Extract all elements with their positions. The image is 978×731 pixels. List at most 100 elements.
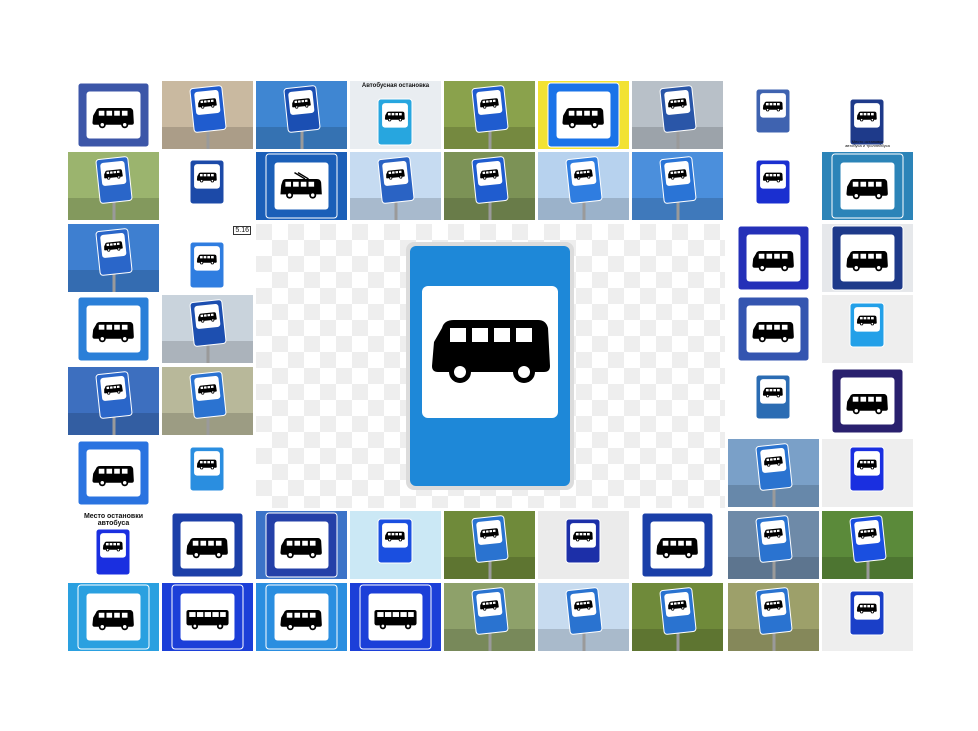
bus-stop-sign — [849, 446, 885, 492]
bus-icon — [752, 250, 794, 272]
bus-icon — [102, 541, 123, 552]
bus-stop-sign — [77, 584, 150, 650]
bus-stop-sign — [755, 159, 791, 205]
collage-tile-r7c5 — [538, 583, 629, 651]
bus-icon — [198, 384, 217, 395]
feature-bus-stop-sign — [256, 224, 725, 508]
bus-icon — [92, 321, 134, 343]
bus-icon — [846, 393, 888, 415]
bus-stop-sign — [189, 159, 225, 205]
bus-stop-sign — [565, 518, 601, 564]
bus-stop-sign — [471, 587, 509, 635]
collage-tile-r0c1 — [162, 81, 253, 149]
bus-icon — [196, 459, 217, 470]
collage-tile-r2c8 — [822, 224, 913, 292]
bus-icon — [668, 600, 687, 611]
bus-stop-sign — [737, 225, 810, 291]
bus-stop-sign — [265, 584, 338, 650]
bus-stop-sign — [755, 587, 793, 635]
bus-icon — [280, 609, 322, 631]
bus-stop-sign — [547, 82, 620, 148]
collage-tile-r3c0 — [68, 295, 159, 363]
collage-tile-r0c5 — [538, 81, 629, 149]
collage-tile-r0c0 — [68, 81, 159, 149]
bus-icon — [764, 528, 783, 539]
bus-icon — [384, 531, 405, 542]
collage-tile-r6c3 — [350, 511, 441, 579]
collage-tile-r6c5 — [538, 511, 629, 579]
bus-icon — [846, 250, 888, 272]
bus-stop-sign — [77, 82, 150, 148]
bus-icon — [846, 178, 888, 200]
bus-stop-sign — [171, 584, 244, 650]
bus-icon — [856, 459, 877, 470]
collage-tile-r6c2 — [256, 511, 347, 579]
bus-stop-sign — [849, 302, 885, 348]
collage-tile-r1c1 — [162, 152, 253, 220]
collage-tile-r2c1: 5.16 — [162, 224, 253, 292]
bus-icon — [856, 111, 877, 122]
bus-icon — [480, 528, 499, 539]
bus-icon — [480, 600, 499, 611]
collage-tile-r5c8 — [822, 439, 913, 507]
bus-stop-sign — [471, 515, 509, 563]
collage-tile-r7c4 — [444, 583, 535, 651]
collage-tile-r5c1 — [162, 439, 253, 507]
bus-icon — [858, 528, 877, 539]
bus-stop-sign — [95, 228, 133, 276]
bus-icon — [762, 387, 783, 398]
bus-icon — [104, 384, 123, 395]
bus-icon — [764, 600, 783, 611]
bus-stop-sign — [95, 371, 133, 419]
collage-tile-r6c1 — [162, 511, 253, 579]
collage-tile-r3c8 — [822, 295, 913, 363]
collage-tile-r6c7 — [728, 511, 819, 579]
collage-tile-r0c7 — [728, 81, 819, 149]
bus-icon — [574, 600, 593, 611]
bus-icon — [656, 537, 698, 559]
bus-stop-sign — [659, 156, 697, 204]
bus-stop-sign — [755, 88, 791, 134]
bus-stop-sign — [265, 512, 338, 578]
collage-tile-r0c4 — [444, 81, 535, 149]
bus-icon — [386, 169, 405, 180]
bus-stop-sign — [189, 85, 227, 133]
bus-icon — [762, 172, 783, 183]
bus-stop-sign — [265, 153, 338, 219]
collage-tile-r3c7 — [728, 295, 819, 363]
bus-icon — [562, 107, 604, 129]
collage-tile-r0c8: Место остановки автобуса и троллейбуса — [822, 81, 913, 149]
bus-stop-sign — [359, 584, 432, 650]
collage-tile-r1c8 — [822, 152, 913, 220]
collage-tile-r1c7 — [728, 152, 819, 220]
bus-stop-sign — [831, 368, 904, 434]
bus-stop-sign — [831, 225, 904, 291]
bus-stop-sign — [377, 518, 413, 564]
bus-stop-sign — [659, 85, 697, 133]
collage-tile-r5c7 — [728, 439, 819, 507]
bus-icon — [480, 98, 499, 109]
collage-tile-r4c7 — [728, 367, 819, 435]
collage-tile-r1c3 — [350, 152, 441, 220]
bus-stop-sign — [471, 156, 509, 204]
bus-stop-sign — [849, 515, 887, 563]
bus-stop-sign — [565, 156, 603, 204]
collage-tile-r6c0: Место остановки автобуса — [68, 511, 159, 579]
bus-stop-sign — [189, 299, 227, 347]
bus-stop-sign — [171, 512, 244, 578]
bus-icon — [186, 537, 228, 559]
bus-stop-sign — [641, 512, 714, 578]
bus-icon — [92, 107, 134, 129]
bus-stop-sign — [849, 98, 885, 146]
bus-icon — [856, 603, 877, 614]
bus-stop-sign — [189, 446, 225, 492]
bus-icon — [198, 98, 217, 109]
bus-icon — [572, 531, 593, 542]
bus-stop-sign — [755, 515, 793, 563]
collage-tile-r7c0 — [68, 583, 159, 651]
bus-icon — [752, 321, 794, 343]
bus-icon — [196, 172, 217, 183]
bus-stop-sign — [471, 85, 509, 133]
collage-tile-r3c1 — [162, 295, 253, 363]
